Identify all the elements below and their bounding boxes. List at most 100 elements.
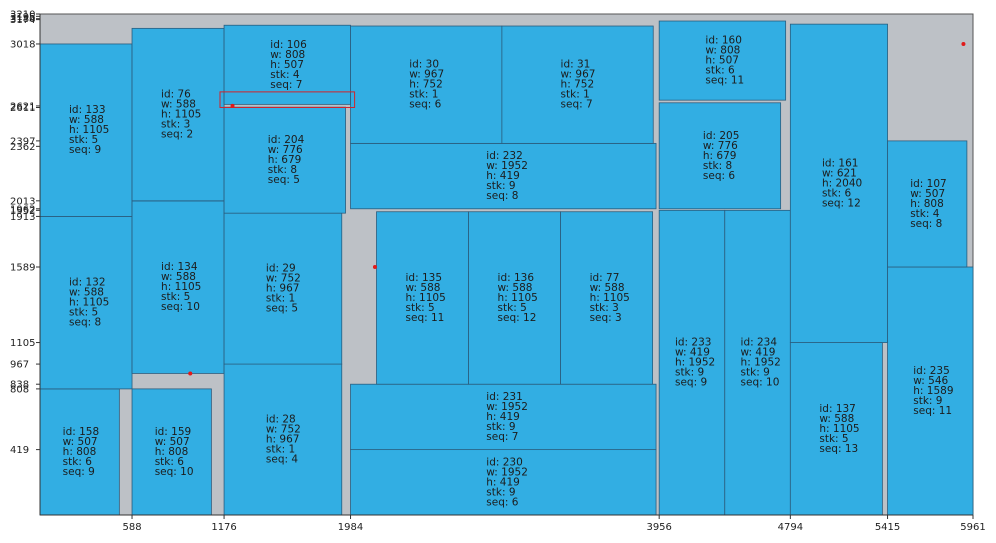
piece-label: seq: 11 <box>913 405 952 417</box>
piece-label: seq: 6 <box>486 496 518 508</box>
piece-rect <box>223 212 343 365</box>
piece-label: stk: 9 <box>675 367 704 379</box>
piece-label: id: 28 <box>266 414 296 426</box>
piece-label: w: 967 <box>409 69 444 81</box>
piece-label: seq: 8 <box>486 190 518 202</box>
piece-label: h: 967 <box>266 434 300 446</box>
piece-label: w: 808 <box>270 49 305 61</box>
piece-label: seq: 4 <box>266 454 298 466</box>
y-tick-label: 1913 <box>10 212 35 223</box>
y-tick-label: 3018 <box>10 39 35 50</box>
marker-point <box>961 41 966 46</box>
piece-label: h: 1105 <box>498 292 538 304</box>
piece-label: id: 159 <box>155 426 192 438</box>
piece-label: seq: 6 <box>703 170 735 182</box>
piece-label: h: 1952 <box>675 357 715 369</box>
piece-label: h: 679 <box>703 150 737 162</box>
piece-label: w: 752 <box>266 424 301 436</box>
piece-label: w: 588 <box>819 413 854 425</box>
piece-rect <box>560 211 654 385</box>
piece-rect <box>658 102 782 210</box>
piece-label: seq: 7 <box>561 99 593 111</box>
piece-label: w: 507 <box>63 436 98 448</box>
x-tick-label: 4794 <box>778 522 803 533</box>
piece-label: seq: 7 <box>270 79 302 91</box>
piece-label: stk: 1 <box>409 89 438 101</box>
piece-label: id: 107 <box>910 178 947 190</box>
piece-label: seq: 9 <box>69 144 101 156</box>
piece-label: h: 679 <box>268 154 302 166</box>
piece-label: stk: 5 <box>69 134 98 146</box>
piece-rect <box>39 388 120 516</box>
piece-label: w: 588 <box>590 282 625 294</box>
y-tick-label: 3210 <box>10 10 35 21</box>
piece-label: w: 419 <box>675 347 710 359</box>
piece-label: seq: 2 <box>161 129 193 141</box>
piece-label: stk: 5 <box>161 291 190 303</box>
piece-label: id: 233 <box>675 337 712 349</box>
y-tick-label: 1962 <box>10 204 35 215</box>
piece-label: h: 1105 <box>406 292 446 304</box>
piece-label: seq: 13 <box>819 443 858 455</box>
piece-label: stk: 9 <box>486 421 515 433</box>
piece-label: stk: 9 <box>741 367 770 379</box>
piece-rect <box>350 383 657 451</box>
piece-label: stk: 5 <box>819 433 848 445</box>
y-tick-label: 1105 <box>10 338 35 349</box>
piece-label: w: 752 <box>266 273 301 285</box>
piece-label: seq: 3 <box>590 312 622 324</box>
piece-label: stk: 5 <box>498 302 527 314</box>
piece-rect <box>350 449 657 516</box>
marker-point <box>230 103 235 108</box>
piece-label: id: 106 <box>270 39 307 51</box>
piece-label: seq: 11 <box>406 312 445 324</box>
piece-label: stk: 1 <box>266 293 295 305</box>
piece-label: stk: 3 <box>590 302 619 314</box>
x-tick-label: 588 <box>122 522 141 533</box>
piece-label: stk: 9 <box>913 395 942 407</box>
piece-label: h: 419 <box>486 170 520 182</box>
y-tick-label: 2397 <box>10 136 35 147</box>
piece-label: w: 588 <box>69 114 104 126</box>
piece-label: h: 1589 <box>913 385 953 397</box>
piece-label: id: 204 <box>268 134 305 146</box>
piece-label: h: 419 <box>486 476 520 488</box>
piece-rect <box>789 23 888 343</box>
piece-label: h: 507 <box>270 59 304 71</box>
piece-label: h: 1105 <box>69 297 109 309</box>
piece-label: seq: 9 <box>63 466 95 478</box>
piece-label: stk: 1 <box>266 444 295 456</box>
piece-label: id: 77 <box>590 272 620 284</box>
piece-label: stk: 5 <box>69 307 98 319</box>
piece-rect <box>789 342 883 516</box>
y-tick-label: 1952 <box>10 206 35 217</box>
piece-label: id: 29 <box>266 263 296 275</box>
piece-label: id: 235 <box>913 365 950 377</box>
piece-label: seq: 8 <box>910 218 942 230</box>
piece-rect <box>223 363 343 516</box>
piece-rect <box>887 266 974 516</box>
x-tick-label: 3956 <box>646 522 671 533</box>
piece-label: w: 588 <box>406 282 441 294</box>
piece-label: id: 134 <box>161 261 198 273</box>
piece-label: stk: 4 <box>270 69 300 81</box>
piece-rect <box>131 27 225 202</box>
